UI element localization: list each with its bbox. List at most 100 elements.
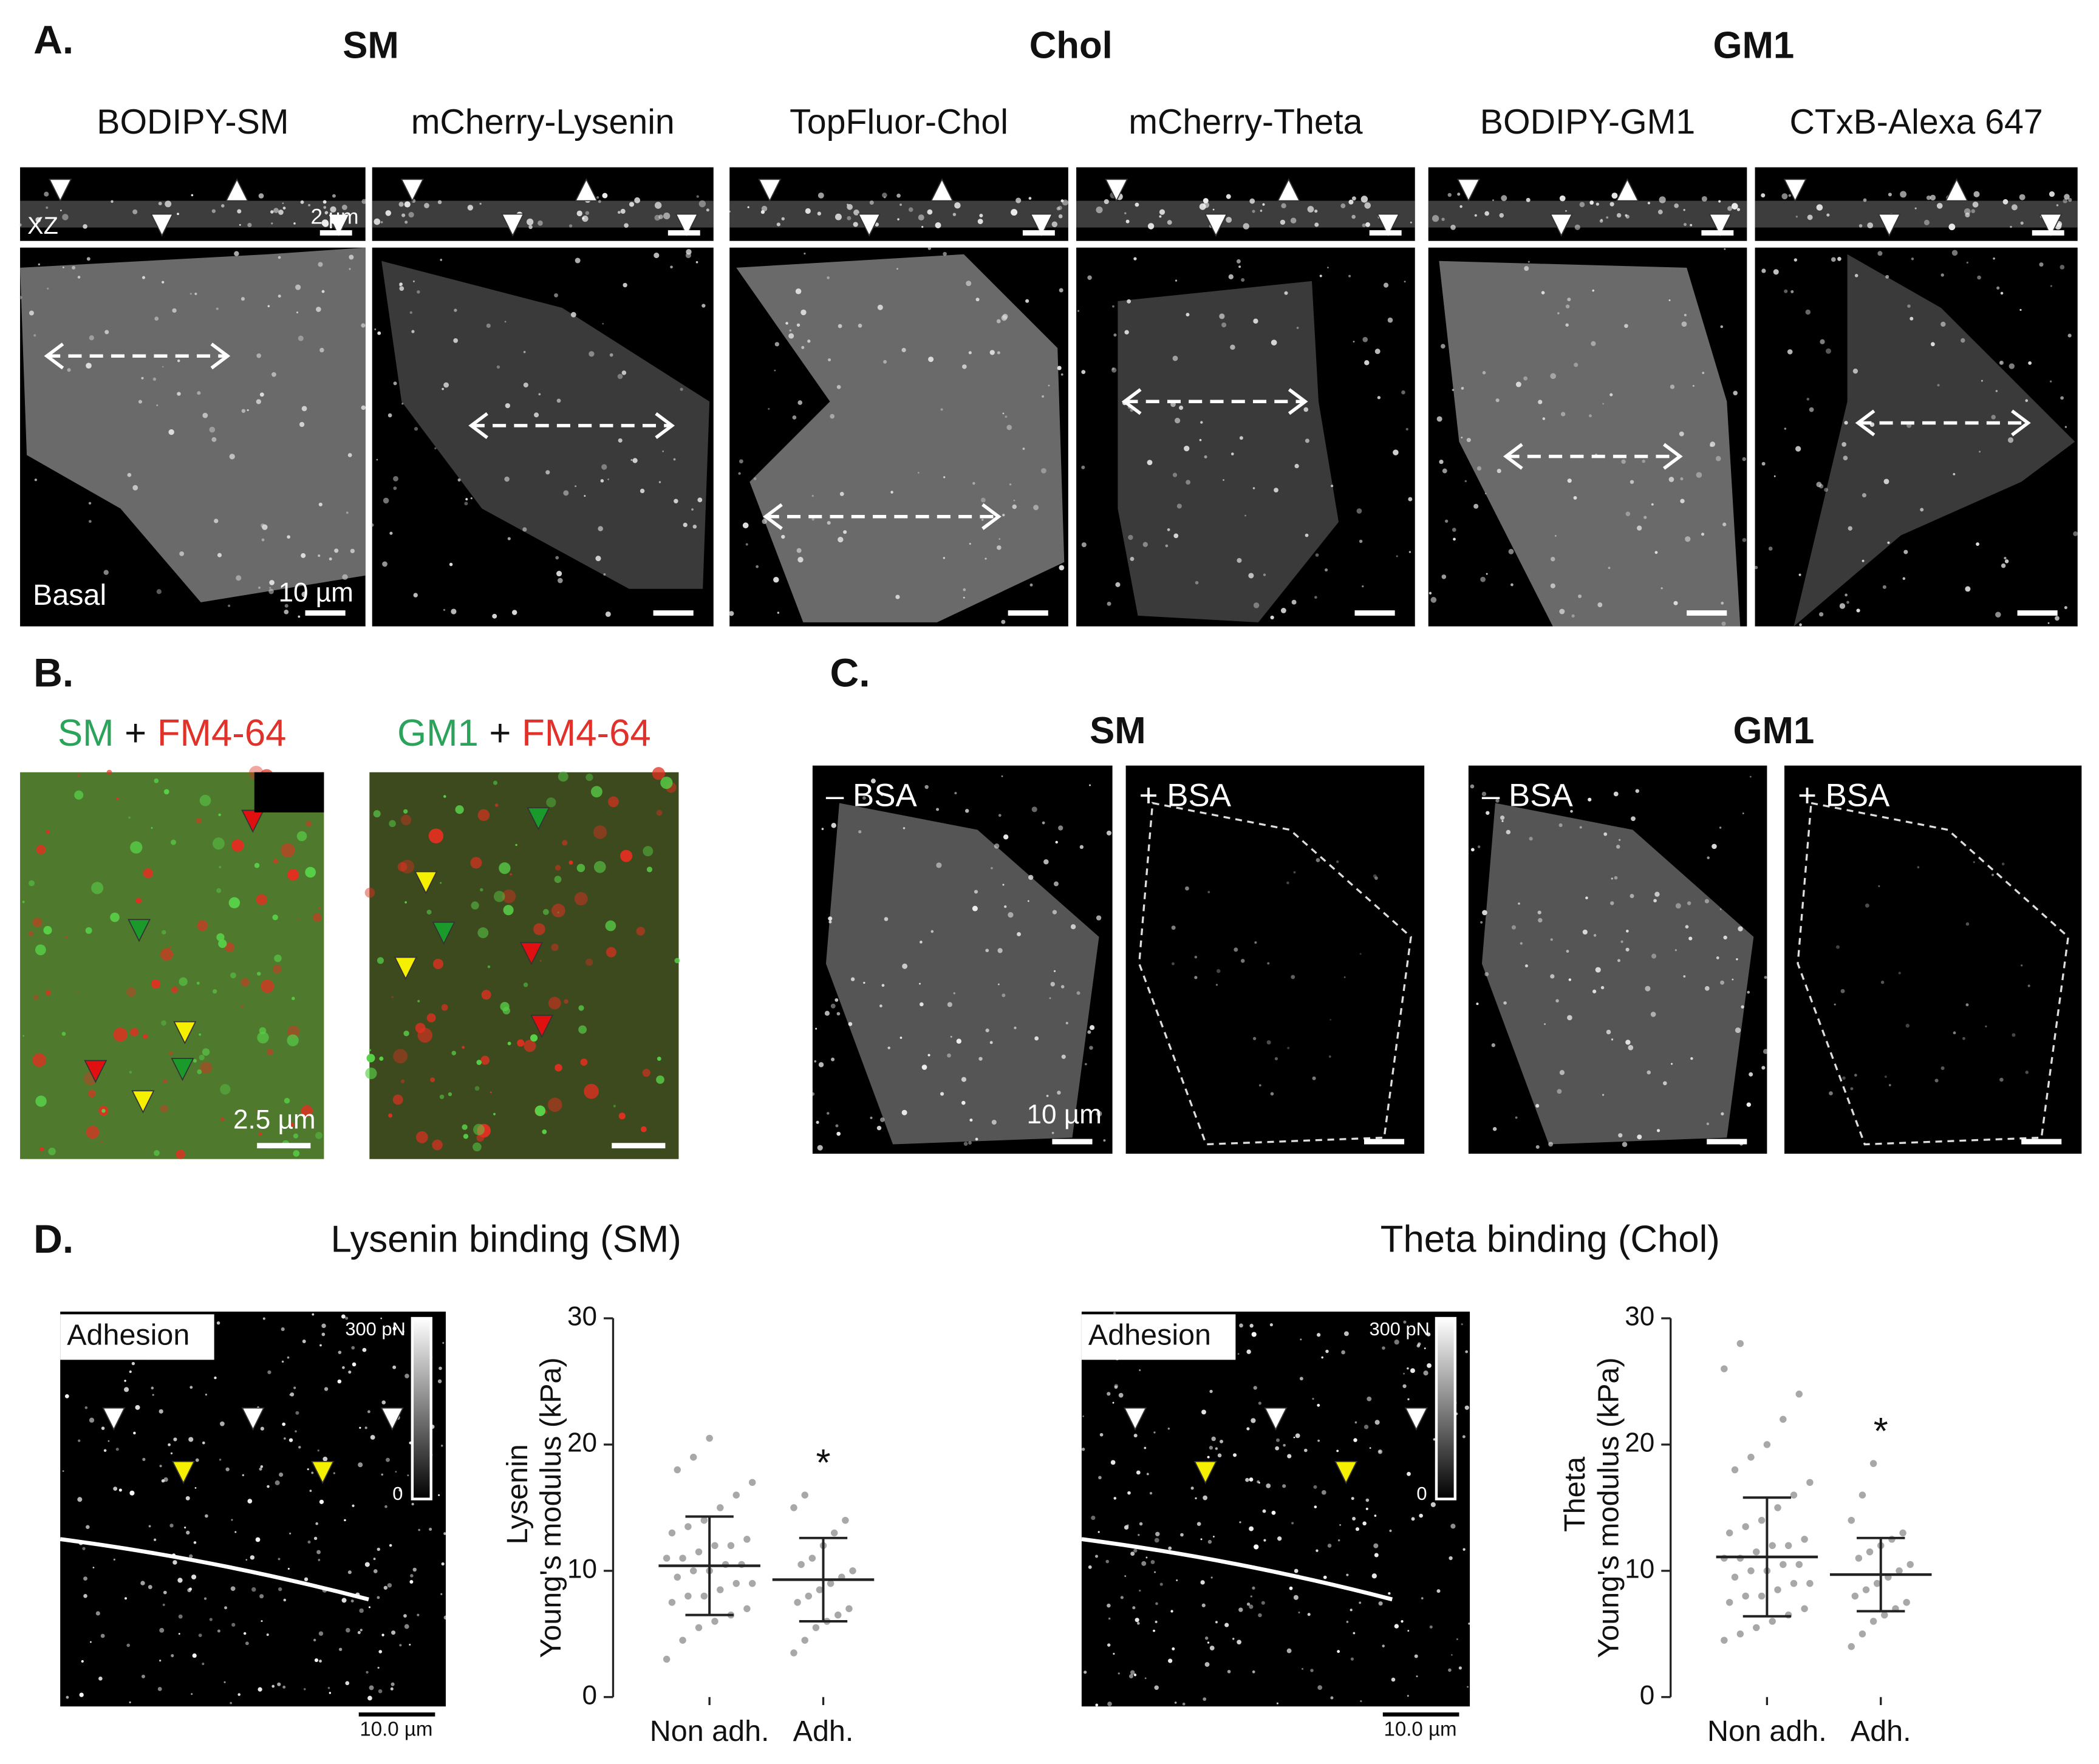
speckle — [950, 1035, 952, 1038]
speckle — [517, 1039, 525, 1047]
speckle — [1296, 327, 1299, 329]
speckle — [1240, 959, 1245, 963]
data-point — [732, 1491, 740, 1499]
speckle — [1600, 986, 1605, 990]
speckle — [1135, 202, 1139, 207]
speckle — [981, 497, 986, 503]
speckle — [1625, 1040, 1631, 1045]
speckle — [1141, 1561, 1147, 1566]
speckle — [1251, 1332, 1257, 1337]
speckle — [1108, 1617, 1111, 1620]
speckle — [1351, 214, 1356, 219]
speckle — [1207, 1456, 1210, 1459]
speckle — [193, 1541, 197, 1544]
speckle — [831, 823, 836, 828]
speckle — [269, 587, 271, 589]
speckle — [1407, 1630, 1410, 1632]
speckle — [1668, 477, 1674, 482]
speckle — [191, 1693, 193, 1695]
speckle — [113, 1558, 115, 1561]
speckle — [1252, 487, 1255, 489]
speckle — [392, 1365, 397, 1369]
speckle — [1003, 834, 1009, 840]
speckle — [266, 1633, 269, 1636]
speckle — [1243, 223, 1249, 230]
speckle — [1350, 1657, 1354, 1661]
speckle — [499, 862, 511, 874]
speckle — [202, 412, 208, 418]
speckle — [494, 803, 499, 807]
speckle — [1199, 438, 1202, 441]
speckle — [449, 562, 453, 567]
data-point — [1801, 1605, 1808, 1612]
arrowhead-marker — [131, 1090, 155, 1114]
speckle — [1690, 1057, 1693, 1060]
speckle — [163, 1590, 167, 1595]
speckle — [1795, 446, 1801, 452]
speckle — [298, 1446, 301, 1449]
data-point — [1784, 1542, 1792, 1550]
speckle — [1312, 1076, 1316, 1080]
speckle — [111, 200, 114, 203]
speckle — [1362, 1521, 1367, 1526]
speckle — [1387, 317, 1393, 323]
speckle — [895, 594, 900, 599]
speckle — [361, 199, 367, 204]
speckle — [901, 1109, 907, 1115]
speckle — [448, 1092, 452, 1097]
speckle — [1611, 877, 1613, 880]
speckle — [2064, 606, 2067, 610]
speckle — [1850, 1087, 1854, 1091]
speckle — [455, 805, 464, 814]
speckle — [940, 408, 943, 411]
speckle — [1882, 585, 1886, 589]
speckle — [228, 604, 231, 607]
speckle — [1462, 1435, 1466, 1439]
speckle — [557, 911, 559, 914]
speckle — [258, 586, 261, 589]
speckle — [1034, 1036, 1039, 1041]
speckle — [1172, 472, 1178, 477]
speckle — [2056, 204, 2059, 206]
speckle — [1430, 597, 1437, 603]
speckle — [1427, 1363, 1432, 1368]
speckle — [81, 1660, 84, 1663]
speckle — [1429, 1625, 1433, 1629]
speckle — [762, 519, 767, 524]
speckle — [505, 403, 511, 409]
speckle — [828, 358, 831, 362]
speckle — [1428, 591, 1432, 595]
speckle — [18, 223, 22, 226]
speckle — [908, 207, 913, 213]
speckle — [161, 1020, 166, 1026]
speckle — [1707, 856, 1710, 859]
speckle — [1996, 286, 2000, 290]
speckle — [991, 867, 993, 870]
arrowhead-marker — [2039, 213, 2063, 237]
speckle — [2001, 862, 2005, 866]
speckle — [1354, 1421, 1357, 1424]
speckle — [1232, 1638, 1235, 1640]
speckle — [1300, 1338, 1302, 1341]
speckle — [2049, 191, 2055, 197]
channel-label: mCherry-Lysenin — [411, 103, 675, 141]
speckle — [1449, 1556, 1453, 1561]
speckle — [1170, 1610, 1173, 1613]
speckle — [1031, 806, 1037, 812]
speckle — [776, 222, 780, 226]
speckle — [287, 1568, 290, 1570]
speckle — [998, 814, 1002, 817]
data-point — [1866, 1548, 1874, 1556]
arrowhead-marker — [1029, 213, 1053, 237]
membrane-edge — [60, 1537, 369, 1602]
speckle — [831, 1057, 835, 1061]
speckle — [323, 1456, 328, 1462]
speckle — [170, 1452, 173, 1455]
speckle — [1095, 1555, 1098, 1558]
speckle — [1710, 444, 1713, 447]
speckle — [61, 1032, 66, 1036]
speckle — [317, 1449, 319, 1452]
speckle — [404, 201, 411, 208]
speckle — [1321, 1356, 1323, 1359]
speckle — [985, 1028, 989, 1033]
